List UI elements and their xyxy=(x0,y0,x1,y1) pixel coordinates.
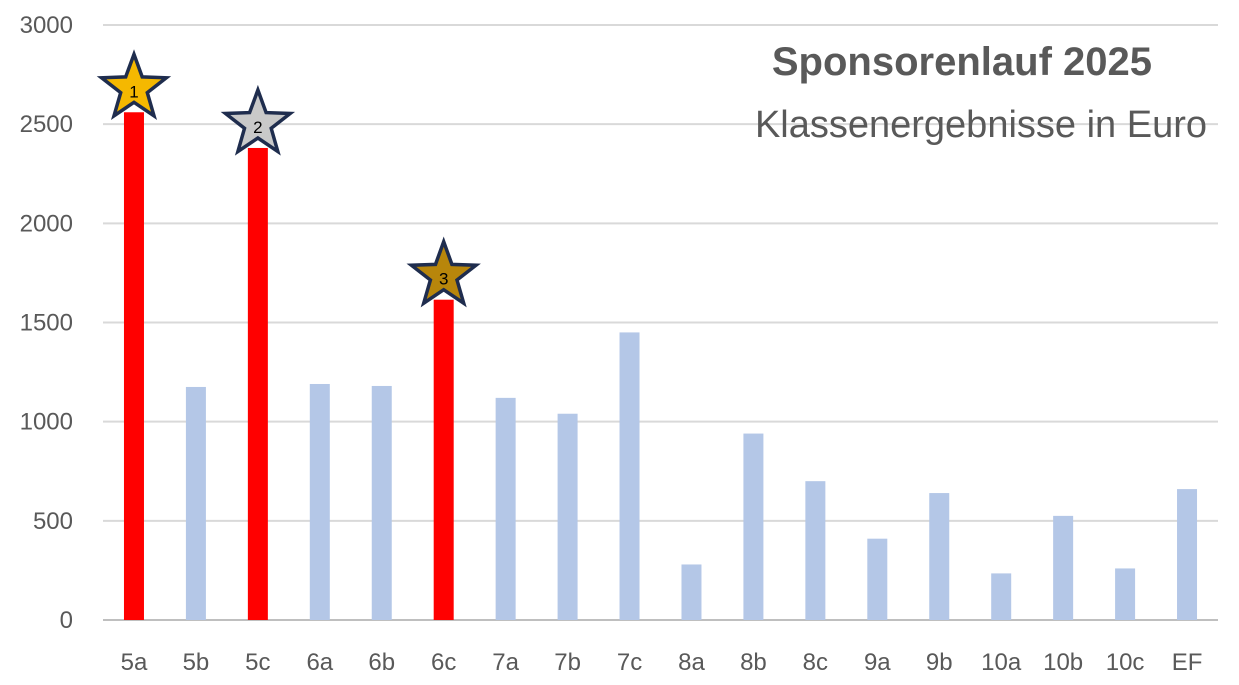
y-tick-label: 2000 xyxy=(20,210,73,237)
bar-6a xyxy=(309,383,330,620)
y-tick-label: 0 xyxy=(60,607,73,634)
x-tick-label: 7c xyxy=(617,649,642,676)
chart-subtitle: Klassenergebnisse in Euro xyxy=(755,104,1207,146)
bar-6b xyxy=(371,385,392,620)
star-gold-icon: 1 xyxy=(96,49,172,120)
bars xyxy=(123,112,1198,621)
x-tick-label: 8b xyxy=(740,649,767,676)
bar-8a xyxy=(681,564,702,620)
x-tick-label: EF xyxy=(1172,649,1203,676)
bar-7a xyxy=(495,397,516,620)
bar-9a xyxy=(867,538,888,620)
x-tick-label: 9a xyxy=(864,649,891,676)
rank-stars: 1 2 3 xyxy=(96,49,481,308)
bar-5c xyxy=(247,147,268,620)
chart-title: Sponsorenlauf 2025 xyxy=(772,40,1152,84)
star-shape xyxy=(406,236,481,308)
star-silver-icon: 2 xyxy=(220,84,296,156)
bar-7b xyxy=(557,413,578,620)
bar-10a xyxy=(991,573,1012,620)
x-tick-label: 7b xyxy=(554,649,581,676)
x-tick-label: 7a xyxy=(492,649,519,676)
x-tick-label: 5b xyxy=(183,649,210,676)
y-tick-label: 1000 xyxy=(20,409,73,436)
bar-10c xyxy=(1115,568,1136,620)
x-tick-label: 10b xyxy=(1043,649,1083,676)
bar-6c xyxy=(433,299,454,620)
bar-7c xyxy=(619,332,640,620)
x-tick-label: 8c xyxy=(803,649,828,676)
bar-5a xyxy=(123,112,144,621)
bar-EF xyxy=(1177,489,1198,620)
rank-label: 3 xyxy=(439,270,448,289)
bar-8b xyxy=(743,433,764,620)
y-tick-label: 1500 xyxy=(20,310,73,337)
x-tick-label: 10c xyxy=(1106,649,1145,676)
y-tick-label: 3000 xyxy=(20,12,73,39)
y-axis-ticks: 0 500 1000 1500 2000 2500 3000 xyxy=(20,12,73,634)
x-tick-label: 5c xyxy=(245,649,270,676)
y-tick-label: 500 xyxy=(33,508,73,535)
star-shape xyxy=(220,84,296,156)
x-tick-label: 6c xyxy=(431,649,456,676)
bar-10b xyxy=(1053,515,1074,620)
star-bronze-icon: 3 xyxy=(406,236,481,308)
x-tick-label: 10a xyxy=(981,649,1022,676)
bar-8c xyxy=(805,481,826,620)
x-tick-label: 5a xyxy=(121,649,148,676)
x-tick-label: 9b xyxy=(926,649,953,676)
x-tick-label: 6a xyxy=(306,649,333,676)
star-shape xyxy=(96,49,172,120)
bar-9b xyxy=(929,493,950,620)
x-axis-ticks: 5a 5b 5c 6a 6b 6c 7a 7b 7c 8a 8b 8c 9a 9b 10a 10b 10c EF xyxy=(121,649,1203,676)
x-tick-label: 6b xyxy=(368,649,395,676)
x-tick-label: 8a xyxy=(678,649,705,676)
rank-label: 2 xyxy=(253,118,262,137)
bar-5b xyxy=(185,386,206,620)
rank-label: 1 xyxy=(129,82,138,101)
grid-lines xyxy=(103,24,1218,621)
y-tick-label: 2500 xyxy=(20,111,73,138)
